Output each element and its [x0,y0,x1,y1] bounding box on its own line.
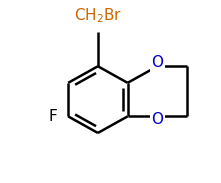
Text: CH$_2$Br: CH$_2$Br [74,6,122,25]
Text: O: O [151,113,163,128]
Text: O: O [151,55,163,70]
Text: F: F [48,109,57,124]
